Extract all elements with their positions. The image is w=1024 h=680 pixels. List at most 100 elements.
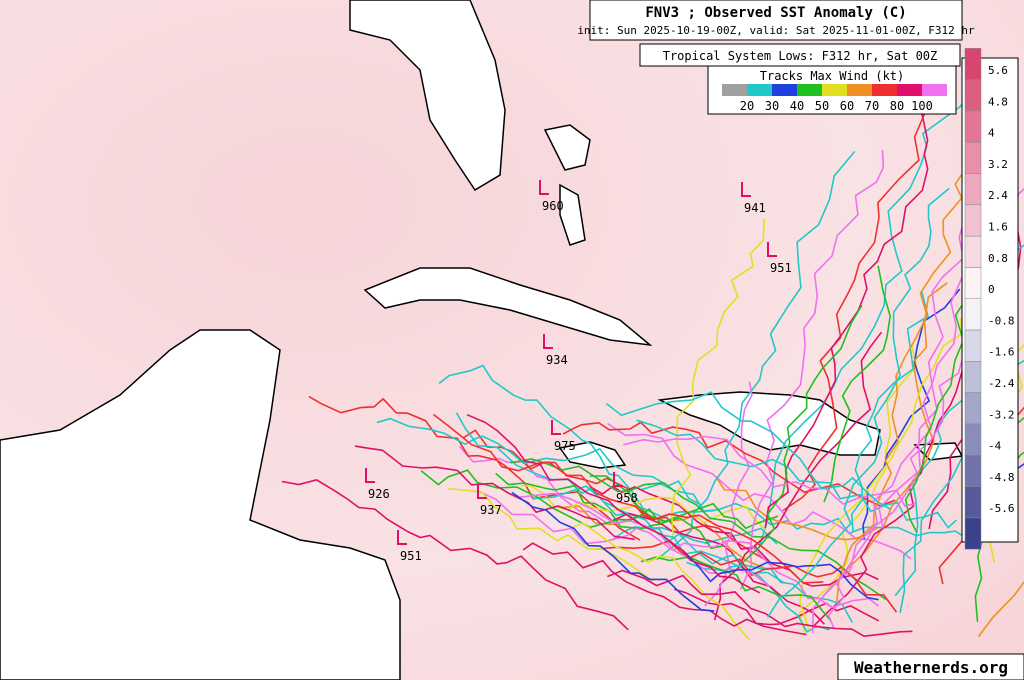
colorbar-label: 1.6 [988, 221, 1008, 234]
storm-track [656, 150, 856, 561]
low-marker [613, 472, 623, 487]
storm-track [782, 60, 938, 512]
low-marker [543, 334, 553, 349]
coastlines [0, 0, 964, 680]
storm-track [764, 84, 929, 528]
lows-label: Tropical System Lows: F312 hr, Sat 00Z [663, 49, 938, 63]
storm-track [572, 521, 750, 641]
colorbar-cell [964, 486, 982, 519]
colorbar-cell [964, 423, 982, 456]
colorbar-label: 5.6 [988, 64, 1008, 77]
colorbar-label: -4 [988, 440, 1002, 453]
low-pressure: 951 [400, 549, 422, 563]
storm-track [476, 489, 771, 588]
low-marker [551, 420, 561, 435]
storm-track [354, 445, 635, 541]
colorbar-cell [964, 517, 982, 550]
colorbar-label: 0 [988, 283, 995, 296]
colorbar-cell [964, 267, 982, 300]
colorbar: 5.6 4.8 4 3.2 2.4 1.6 0.8 0 -0.8 -1.6 -2.4 -3.2 -4 -4… [964, 48, 1015, 550]
watermark-box [837, 653, 1024, 680]
legend-label: 50 [815, 99, 829, 113]
colorbar-label: -2.4 [988, 377, 1015, 390]
storm-track [681, 549, 879, 601]
title-box [589, 0, 963, 41]
colorbar-label: 4.8 [988, 95, 1008, 108]
legend-title: Tracks Max Wind (kt) [760, 69, 905, 83]
storm-track [281, 479, 629, 631]
storm-track [636, 419, 958, 529]
storm-track [623, 435, 916, 508]
low-marker [397, 530, 407, 545]
storm-track [562, 421, 896, 507]
legend-swatch [797, 84, 822, 96]
florida [349, 0, 506, 192]
colorbar-cell [964, 110, 982, 143]
colorbar-label: -1.6 [988, 346, 1015, 359]
storm-track [850, 291, 929, 532]
colorbar-cell [964, 298, 982, 331]
storm-track [862, 288, 961, 540]
storm-track [607, 569, 913, 638]
storm-track [522, 542, 807, 636]
hispaniola [657, 391, 881, 456]
storm-track [766, 187, 950, 618]
storm-track [704, 381, 753, 607]
legend-swatch [922, 84, 947, 96]
colorbar-cell [964, 79, 982, 112]
storm-track [836, 164, 969, 602]
storm-track [495, 472, 664, 530]
storm-track [977, 580, 1024, 638]
storm-track [511, 491, 715, 612]
title: FNV3 ; Observed SST Anomaly (C) [645, 5, 906, 21]
legend-swatch [822, 84, 847, 96]
storm-track [612, 512, 825, 625]
low-pressure: 958 [616, 491, 638, 505]
legend-label: 80 [890, 99, 904, 113]
legend-label: 30 [765, 99, 779, 113]
storm-track [670, 218, 766, 536]
low-marker [539, 180, 549, 195]
colorbar-cell [964, 329, 982, 362]
storm-track [904, 284, 979, 533]
storm-track [798, 344, 918, 635]
storm-track [448, 488, 654, 583]
low-marker [365, 468, 375, 483]
storm-track [605, 391, 891, 510]
colorbar-cell [964, 173, 982, 206]
storm-track [589, 475, 779, 530]
storm-track [740, 150, 885, 590]
colorbar-label: -4.8 [988, 471, 1015, 484]
legend-swatch [747, 84, 772, 96]
storm-track [433, 413, 824, 584]
storm-track [823, 265, 892, 503]
cuba [363, 267, 653, 347]
colorbar-label: 2.4 [988, 189, 1008, 202]
colorbar-label: -3.2 [988, 408, 1015, 421]
legend-swatch [847, 84, 872, 96]
colorbar-label: -0.8 [988, 314, 1015, 327]
watermark: Weathernerds.org [854, 658, 1008, 677]
legend: 20 30 40 50 60 70 80 100 [722, 84, 947, 113]
colorbar-cell [964, 204, 982, 237]
colorbar-cell [964, 235, 982, 268]
lows: 960 941 951 934 975 958 926 937 951 [365, 180, 792, 563]
low-marker [741, 182, 751, 197]
legend-label: 60 [840, 99, 854, 113]
storm-track [559, 505, 768, 570]
legend-label: 20 [740, 99, 754, 113]
legend-label: 70 [865, 99, 879, 113]
colorbar-cell [964, 455, 982, 487]
subtitle: init: Sun 2025-10-19-00Z, valid: Sat 202… [577, 24, 975, 37]
storm-track [674, 588, 880, 626]
bahamas-south [559, 183, 586, 246]
colorbar-cell [964, 392, 982, 425]
colorbar-label: 3.2 [988, 158, 1008, 171]
low-marker [767, 242, 777, 257]
colorbar-label: 4 [988, 127, 995, 140]
storm-track [420, 469, 725, 550]
low-pressure: 934 [546, 353, 568, 367]
low-pressure: 941 [744, 201, 766, 215]
